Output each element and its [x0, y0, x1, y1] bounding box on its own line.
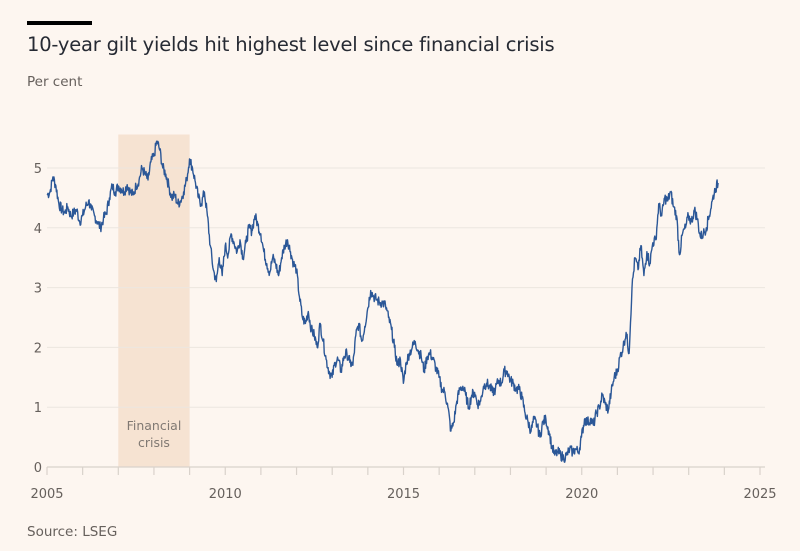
x-axis: 2005 2010 2015 2020 2025 [30, 466, 777, 502]
x-tick-label: 2015 [387, 487, 420, 502]
y-tick-label: 2 [34, 341, 42, 356]
x-tick-label: 2020 [565, 487, 598, 502]
y-tick-label: 5 [34, 162, 42, 177]
title-accent-bar [27, 21, 92, 25]
y-tick-label: 1 [34, 401, 42, 416]
band-label-line: crisis [138, 435, 170, 450]
y-axis-labels: 0 1 2 3 4 5 [34, 162, 42, 476]
x-tick-label: 2005 [30, 487, 63, 502]
y-axis-unit-label: Per cent [27, 74, 83, 90]
gilt-yield-line [46, 140, 719, 463]
band-label-line: Financial [127, 418, 182, 433]
crisis-band-layer: Financial crisis [118, 134, 190, 467]
y-tick-label: 3 [34, 282, 42, 297]
y-tick-label: 4 [34, 222, 42, 237]
x-tick-label: 2010 [209, 487, 242, 502]
gridlines [47, 167, 765, 408]
series-layer [46, 140, 719, 463]
x-tick-label: 2025 [743, 487, 776, 502]
source-note: Source: LSEG [27, 524, 118, 540]
chart-title: 10-year gilt yields hit highest level si… [27, 33, 555, 56]
y-tick-label: 0 [34, 461, 42, 476]
